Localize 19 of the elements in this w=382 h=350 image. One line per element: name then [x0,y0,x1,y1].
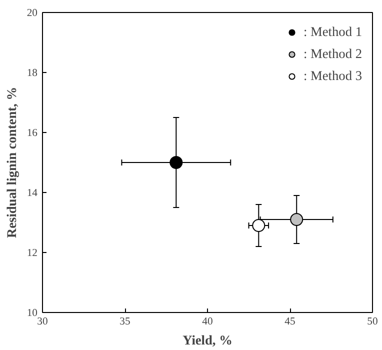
point [252,219,266,232]
x-tick-label: 40 [202,316,213,328]
legend-label: : Method 1 [304,24,362,40]
x-tick-label: 45 [284,316,296,328]
y-axis-title: Residual lignin content, % [4,86,19,238]
y-tick-label: 14 [26,188,38,199]
y-tick-label: 16 [26,128,38,139]
point [290,213,304,226]
x-axis-title: Yield, % [182,332,232,348]
y-tick-label: 10 [26,308,38,319]
y-tick-label: 20 [26,8,38,19]
legend-label: : Method 3 [304,68,362,84]
x-tick-label: 30 [37,316,48,328]
y-tick-label: 18 [26,68,38,79]
legend-label: : Method 2 [304,46,362,62]
point [170,156,183,169]
y-tick-label: 12 [26,248,38,259]
x-tick-label: 50 [367,316,378,328]
x-tick-label: 35 [120,316,130,328]
